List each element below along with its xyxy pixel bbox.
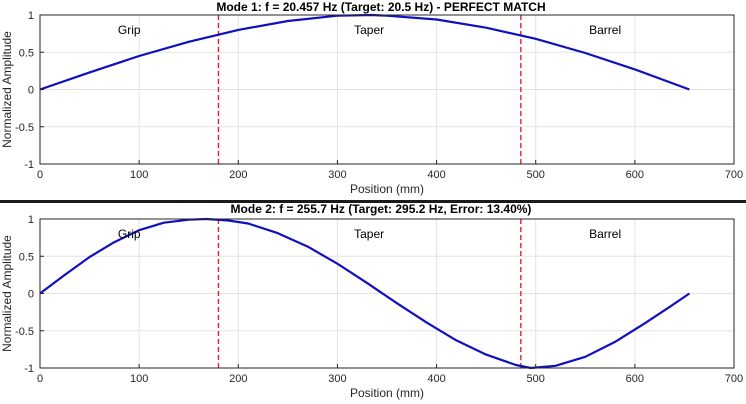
x-tick-label: 400 [427,373,445,385]
x-tick-label: 100 [130,169,148,181]
y-tick-label: 0 [28,85,34,97]
y-tick-label: -0.5 [15,122,34,134]
chart-panel-2: Grip Taper Barrel 0 100 200 300 400 500 600 700 -1 -… [0,202,743,400]
section-label: Taper [354,23,384,37]
chart-panel-1: Grip Taper Barrel 0 100 200 300 400 500 600 700 -1 -… [0,0,743,196]
x-axis-label: Position (mm) [350,182,424,196]
y-axis-label: Normalized Amplitude [0,31,14,148]
y-tick-label: 1 [28,214,34,226]
chart-title: Mode 2: f = 255.7 Hz (Target: 295.2 Hz, … [231,202,532,216]
x-tick-label: 600 [626,373,644,385]
x-tick-label: 500 [527,169,545,181]
section-label: Barrel [589,227,621,241]
x-tick-label: 700 [725,169,743,181]
y-tick-label: 0 [28,289,34,301]
y-axis-label: Normalized Amplitude [0,235,14,352]
section-label: Taper [354,227,384,241]
x-tick-label: 600 [626,169,644,181]
x-tick-label: 100 [130,373,148,385]
y-tick-label: -0.5 [15,326,34,338]
x-tick-label: 400 [427,169,445,181]
section-label: Barrel [589,23,621,37]
x-tick-label: 500 [527,373,545,385]
panel-separator [0,200,746,203]
mode-shape-line [39,217,691,370]
x-tick-label: 700 [725,373,743,385]
y-tick-label: 1 [28,10,34,22]
section-label: Grip [118,227,141,241]
x-tick-label: 300 [328,373,346,385]
x-tick-label: 200 [229,373,247,385]
chart-title: Mode 1: f = 20.457 Hz (Target: 20.5 Hz) … [216,0,545,14]
x-tick-label: 200 [229,169,247,181]
x-tick-label: 0 [37,169,43,181]
section-label: Grip [118,23,141,37]
x-tick-label: 300 [328,169,346,181]
y-tick-label: 0.5 [19,47,34,59]
y-tick-label: -1 [24,363,34,375]
x-tick-label: 0 [37,373,43,385]
y-tick-label: 0.5 [19,251,34,263]
y-tick-label: -1 [24,159,34,171]
x-axis-label: Position (mm) [350,386,424,400]
